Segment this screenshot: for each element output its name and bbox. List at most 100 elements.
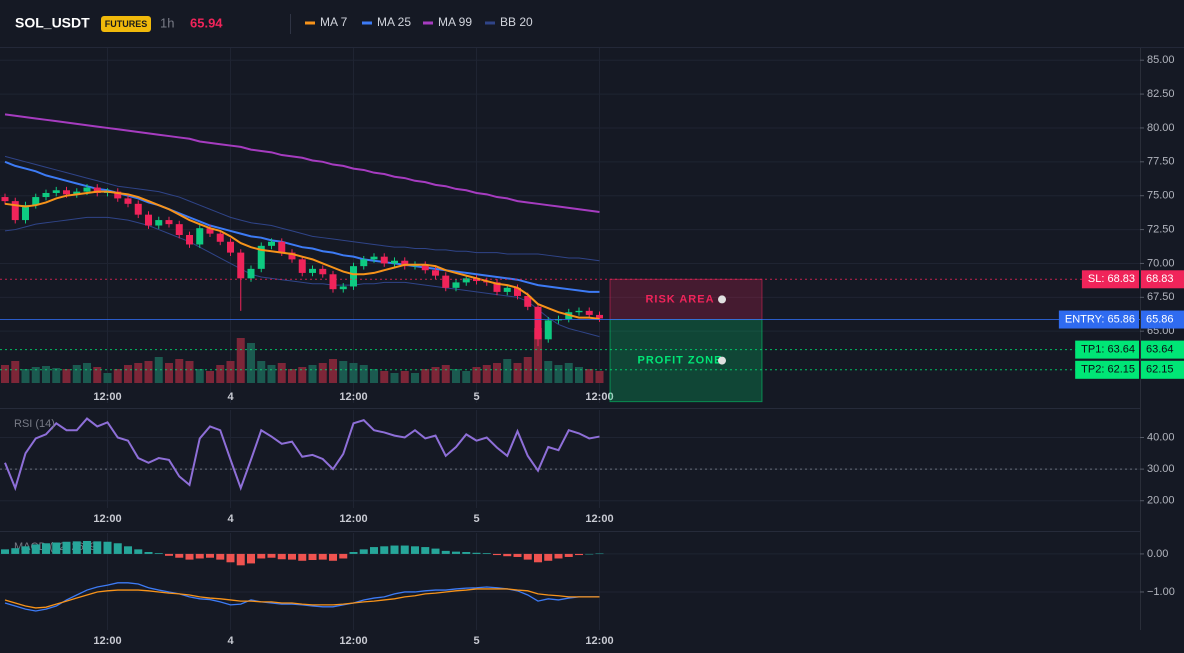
- volume-bar: [21, 369, 30, 383]
- y-tick-label: 30.00: [1147, 463, 1175, 475]
- histogram-bar: [390, 545, 399, 554]
- volume-bar: [165, 363, 173, 383]
- volume-bar: [411, 373, 419, 383]
- histogram-bar: [1, 549, 9, 554]
- candle-body: [380, 256, 388, 264]
- level-tag: TP2: 62.15: [1081, 364, 1135, 376]
- volume-bar: [298, 367, 307, 383]
- volume-bar: [318, 363, 327, 383]
- volume-bar: [83, 363, 91, 383]
- volume-bar: [431, 367, 440, 383]
- candle-body: [124, 198, 132, 204]
- zone: [609, 278, 763, 321]
- candle-body: [186, 234, 193, 245]
- candle-body: [350, 266, 357, 287]
- candle-body: [370, 256, 378, 260]
- x-tick-label: 12:00: [339, 391, 367, 403]
- level-tag: ENTRY: 65.86: [1065, 313, 1135, 325]
- zone-label: RISK AREA: [645, 293, 714, 305]
- histogram-bar: [21, 546, 30, 554]
- legend-label: MA 99: [438, 15, 472, 29]
- volume-bar: [585, 369, 594, 383]
- pane-title: RSI (14): [14, 418, 55, 430]
- indicator-line: [4, 588, 600, 609]
- histogram-bar: [513, 553, 522, 557]
- histogram-bar: [42, 543, 50, 554]
- volume-bar: [226, 361, 235, 383]
- histogram-bar: [349, 552, 358, 554]
- histogram-bar: [308, 553, 317, 561]
- volume-bar: [513, 363, 522, 383]
- level-tag: SL: 68.83: [1088, 273, 1135, 285]
- volume-bar: [534, 328, 542, 383]
- histogram-bar: [185, 553, 194, 560]
- histogram-bar: [462, 552, 471, 554]
- volume-bar: [359, 365, 368, 383]
- candle-body: [22, 205, 29, 221]
- candle-body: [73, 191, 81, 195]
- volume-bar: [267, 365, 276, 383]
- bollinger-band: [4, 155, 600, 262]
- candle-body: [145, 214, 152, 226]
- histogram-bar: [226, 553, 235, 563]
- badge-bg: [101, 16, 151, 32]
- histogram-bar: [72, 541, 81, 554]
- candle-body: [93, 187, 101, 193]
- x-tick-label: 12:00: [339, 513, 367, 525]
- histogram-bar: [534, 553, 542, 563]
- candle-body: [462, 278, 470, 283]
- volume-bar: [195, 369, 204, 383]
- legend-label: BB 20: [500, 15, 533, 29]
- histogram-bar: [523, 553, 532, 560]
- moving-average: [4, 190, 600, 320]
- volume-bar: [134, 363, 143, 383]
- level-tag-bg: [1058, 310, 1139, 329]
- volume-bar: [329, 359, 337, 383]
- x-tick-label: 12:00: [93, 513, 121, 525]
- volume-bar: [124, 365, 132, 383]
- histogram-bar: [288, 553, 296, 560]
- volume-bar: [441, 365, 450, 383]
- moving-average: [4, 160, 600, 293]
- histogram-bar: [359, 549, 368, 554]
- histogram-bar: [585, 553, 594, 555]
- badge: FUTURES: [105, 19, 148, 29]
- zone: [609, 319, 763, 403]
- x-tick-label: 12:00: [585, 513, 613, 525]
- volume-bar: [544, 361, 553, 383]
- candle-body: [493, 282, 501, 292]
- bollinger-band: [4, 216, 600, 338]
- y-tick-label: 75.00: [1147, 190, 1175, 202]
- volume-bar: [339, 361, 348, 383]
- volume-bar: [93, 367, 102, 383]
- level-tag-bg: [1081, 270, 1139, 289]
- candle-body: [227, 241, 234, 253]
- candle-body: [63, 190, 70, 195]
- volume-bar: [216, 365, 225, 383]
- volume-bar: [308, 365, 317, 383]
- histogram-bar: [165, 553, 173, 556]
- volume-bar: [523, 357, 532, 383]
- histogram-bar: [421, 547, 430, 554]
- x-tick-label: 12:00: [93, 391, 121, 403]
- candle-body: [206, 228, 214, 234]
- histogram-bar: [318, 553, 327, 560]
- volume-bar: [349, 363, 358, 383]
- histogram-bar: [380, 546, 389, 554]
- histogram-bar: [431, 548, 440, 554]
- histogram-bar: [31, 544, 40, 554]
- axis-tag: 62.15: [1146, 364, 1174, 376]
- volume-bar: [247, 343, 255, 383]
- candle-body: [524, 295, 532, 307]
- histogram-bar: [195, 553, 204, 559]
- level-tag: TP1: 63.64: [1081, 344, 1135, 356]
- candle-body: [319, 268, 327, 275]
- histogram-bar: [339, 553, 348, 559]
- histogram-bar: [400, 545, 409, 554]
- volume-bar: [175, 359, 184, 383]
- volume-bar: [452, 369, 460, 383]
- volume-bar: [154, 357, 163, 383]
- x-tick-label: 12:00: [93, 635, 121, 647]
